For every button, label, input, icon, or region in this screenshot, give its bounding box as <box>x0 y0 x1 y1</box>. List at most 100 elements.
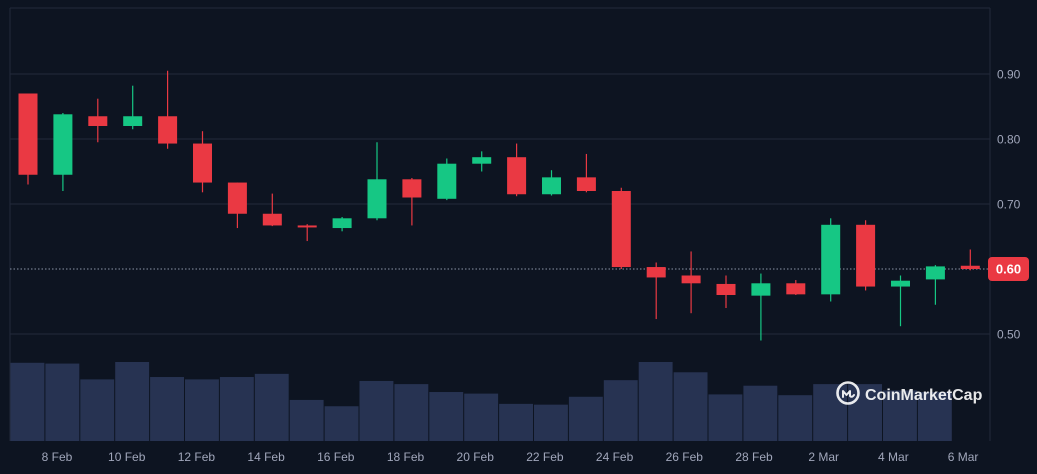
candle-body <box>751 283 771 296</box>
candle[interactable] <box>960 249 980 271</box>
candle[interactable] <box>332 217 352 232</box>
candle[interactable] <box>821 218 841 302</box>
candle-body <box>786 283 806 295</box>
candle-body <box>925 266 945 280</box>
coinmarketcap-logo-icon <box>836 381 860 405</box>
candle[interactable] <box>88 98 108 143</box>
candle-body <box>297 225 317 228</box>
candle-body <box>227 182 247 214</box>
candle-layer <box>18 70 980 341</box>
x-tick-label: 18 Feb <box>387 450 425 464</box>
volume-layer <box>10 362 952 441</box>
candle[interactable] <box>611 187 631 269</box>
volume-bar <box>813 384 848 441</box>
candle[interactable] <box>18 93 38 185</box>
candle-body <box>158 116 178 144</box>
volume-bar <box>883 390 917 441</box>
candle-body <box>123 116 143 126</box>
watermark: CoinMarketCap <box>836 381 983 405</box>
volume-bar <box>324 406 359 441</box>
candle[interactable] <box>367 142 387 221</box>
y-tick-label: 0.90 <box>997 68 1021 82</box>
candle-body <box>821 224 841 295</box>
candle[interactable] <box>262 193 282 227</box>
volume-bar <box>254 373 289 441</box>
candle-body <box>262 213 282 226</box>
x-tick-label: 8 Feb <box>42 450 73 464</box>
candle[interactable] <box>925 265 945 305</box>
current-price-label: 0.60 <box>996 262 1021 277</box>
x-tick-label: 20 Feb <box>457 450 495 464</box>
candle-body <box>332 218 352 229</box>
grid-layer <box>9 7 991 441</box>
candle[interactable] <box>891 275 910 327</box>
candle-body <box>367 179 387 219</box>
candle[interactable] <box>437 158 457 201</box>
volume-bar <box>10 362 45 441</box>
candle[interactable] <box>297 224 317 242</box>
x-tick-label: 22 Feb <box>526 450 564 464</box>
x-tick-label: 16 Feb <box>317 450 355 464</box>
candle[interactable] <box>646 262 666 320</box>
candle[interactable] <box>786 280 806 295</box>
candle[interactable] <box>542 170 561 196</box>
volume-bar <box>289 399 324 441</box>
candle-body <box>88 116 108 126</box>
volume-bar <box>45 363 80 441</box>
candle-body <box>856 224 876 287</box>
x-tick-label: 28 Feb <box>735 450 773 464</box>
candle[interactable] <box>716 275 736 309</box>
y-tick-label: 0.70 <box>997 198 1021 212</box>
y-tick-label: 0.50 <box>997 328 1021 342</box>
volume-bar <box>848 384 882 441</box>
volume-bar <box>743 385 778 441</box>
candle-body <box>18 93 38 175</box>
candle[interactable] <box>53 113 73 191</box>
candle-body <box>507 157 527 195</box>
volume-bar <box>917 392 952 441</box>
x-tick-label: 10 Feb <box>108 450 146 464</box>
candle[interactable] <box>472 151 492 172</box>
candle[interactable] <box>123 85 143 130</box>
candle[interactable] <box>402 178 422 226</box>
volume-bar <box>534 404 568 441</box>
volume-bar <box>638 362 673 441</box>
candle-body <box>472 157 492 164</box>
candle-body <box>437 163 457 199</box>
candle-body <box>193 143 212 183</box>
candle-body <box>53 114 73 175</box>
volume-bar <box>429 392 464 441</box>
volume-bar <box>80 379 115 441</box>
candle[interactable] <box>856 220 876 291</box>
axis-layer: 0.90 0.80 0.70 0.50 8 Feb 10 Feb 12 Feb 14 Feb 1… <box>42 68 1021 465</box>
candle-body <box>646 267 666 278</box>
current-price-tag: 0.60 <box>988 257 1029 281</box>
candle-body <box>681 275 701 284</box>
candle-body <box>611 191 631 268</box>
x-tick-label: 6 Mar <box>948 450 979 464</box>
volume-bar <box>464 393 499 441</box>
candle[interactable] <box>158 70 178 149</box>
candle-body <box>891 280 910 287</box>
x-tick-label: 12 Feb <box>178 450 216 464</box>
y-tick-label: 0.80 <box>997 133 1021 147</box>
volume-bar <box>568 396 603 441</box>
candle-body <box>402 179 422 198</box>
volume-bar <box>778 395 813 441</box>
volume-bar <box>673 372 708 441</box>
x-tick-label: 24 Feb <box>596 450 634 464</box>
candle[interactable] <box>193 131 212 193</box>
candle[interactable] <box>576 153 596 193</box>
volume-bar <box>394 384 429 441</box>
volume-bar <box>359 380 394 441</box>
candle-body <box>542 177 561 195</box>
candle[interactable] <box>227 182 247 229</box>
volume-bar <box>185 379 219 441</box>
candle[interactable] <box>751 273 771 341</box>
candle[interactable] <box>507 143 527 197</box>
volume-bar <box>115 362 150 441</box>
candle[interactable] <box>681 251 701 314</box>
candle-body <box>576 177 596 191</box>
